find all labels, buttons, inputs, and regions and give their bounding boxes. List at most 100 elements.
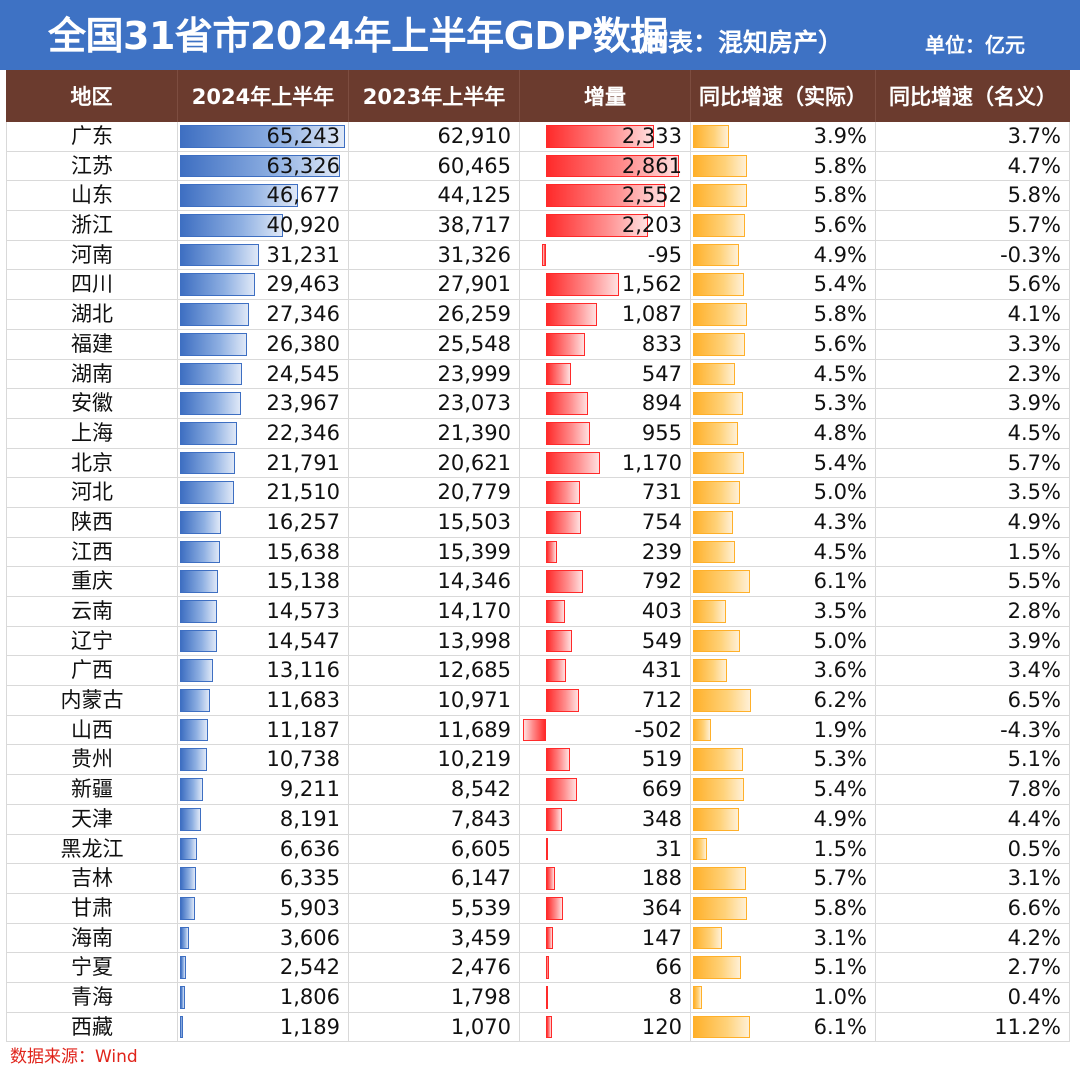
growth-bar: [693, 214, 746, 237]
table-row: 天津 8,191 7,843 348 4.9% 4.4%: [6, 804, 1070, 835]
value-increase: 147: [641, 925, 682, 950]
cell-increase: 547: [520, 359, 691, 389]
cell-real-growth: 5.3%: [691, 745, 876, 775]
value-real-growth: 3.6%: [813, 658, 867, 683]
value-h1-2023: 21,390: [437, 420, 511, 445]
cell-h1-2024: 8,191: [178, 804, 349, 834]
cell-real-growth: 5.8%: [691, 300, 876, 329]
growth-bar: [693, 362, 736, 386]
gdp-bar: [180, 896, 195, 920]
cell-h1-2024: 1,189: [178, 1012, 349, 1042]
value-h1-2024: 22,346: [266, 420, 340, 445]
value-increase: 549: [641, 628, 682, 653]
cell-region: 西藏: [6, 1012, 178, 1042]
cell-nominal-growth: 3.5%: [876, 478, 1070, 507]
cell-nominal-growth: 6.5%: [876, 686, 1070, 715]
value-h1-2023: 11,689: [437, 717, 511, 742]
value-real-growth: 5.6%: [813, 213, 867, 238]
cell-real-growth: 4.9%: [691, 240, 876, 270]
gdp-bar: [180, 184, 299, 208]
cell-real-growth: 3.5%: [691, 597, 876, 626]
cell-h1-2023: 62,910: [349, 122, 520, 151]
value-h1-2023: 14,170: [437, 599, 511, 623]
value-nominal-growth: 5.7%: [1007, 450, 1061, 475]
table-header: 地区 2024年上半年 2023年上半年 增量 同比增速（实际） 同比增速（名义…: [6, 70, 1070, 122]
growth-bar: [693, 896, 748, 920]
value-increase: -95: [647, 242, 682, 267]
gdp-bar: [180, 303, 250, 326]
value-increase: 1,087: [621, 302, 682, 327]
growth-bar: [693, 629, 740, 653]
cell-h1-2024: 40,920: [178, 211, 349, 240]
footer-divider: [6, 1041, 1070, 1042]
value-h1-2024: 5,903: [279, 895, 340, 920]
value-increase: 792: [641, 569, 682, 594]
cell-h1-2024: 21,510: [178, 478, 349, 507]
cell-increase: 2,861: [520, 151, 691, 181]
increase-bar: [546, 510, 582, 534]
increase-bar: [546, 570, 583, 593]
value-h1-2023: 20,779: [437, 480, 511, 505]
table-row: 云南 14,573 14,170 403 3.5% 2.8%: [6, 597, 1070, 627]
cell-real-growth: 5.7%: [691, 864, 876, 893]
value-h1-2024: 13,116: [266, 658, 340, 683]
value-h1-2024: 8,191: [279, 806, 340, 831]
value-real-growth: 5.8%: [813, 153, 867, 178]
gdp-bar: [180, 718, 209, 742]
cell-region: 山西: [6, 715, 178, 745]
growth-bar: [693, 985, 703, 1009]
growth-bar: [693, 184, 748, 208]
value-real-growth: 6.2%: [813, 688, 867, 713]
value-h1-2023: 8,542: [450, 777, 511, 802]
cell-real-growth: 3.1%: [691, 923, 876, 953]
value-h1-2024: 27,346: [266, 302, 340, 327]
growth-bar: [693, 837, 708, 861]
cell-nominal-growth: 3.7%: [876, 122, 1070, 151]
increase-bar: [546, 600, 565, 623]
value-h1-2023: 10,971: [437, 688, 511, 713]
cell-increase: -502: [520, 715, 691, 745]
cell-h1-2024: 26,380: [178, 329, 349, 359]
cell-region: 甘肃: [6, 893, 178, 923]
value-increase: 955: [641, 420, 682, 445]
value-h1-2023: 26,259: [437, 302, 511, 327]
value-increase: -502: [634, 717, 682, 742]
page-title: 全国31省市2024年上半年GDP数据: [48, 14, 668, 58]
value-h1-2023: 15,503: [437, 509, 511, 534]
value-h1-2023: 1,798: [450, 984, 511, 1009]
value-increase: 431: [641, 658, 682, 683]
value-nominal-growth: 3.5%: [1007, 480, 1061, 505]
value-h1-2023: 7,843: [450, 806, 511, 831]
growth-bar: [693, 154, 748, 178]
cell-h1-2023: 23,073: [349, 389, 520, 418]
value-real-growth: 1.0%: [813, 984, 867, 1009]
table-row: 江苏 63,326 60,465 2,861 5.8% 4.7%: [6, 151, 1070, 182]
cell-region: 辽宁: [6, 626, 178, 656]
unit-label: 单位：亿元: [925, 33, 1025, 57]
value-nominal-growth: -0.3%: [1000, 242, 1061, 267]
value-increase: 2,333: [621, 124, 682, 148]
value-nominal-growth: 11.2%: [994, 1014, 1061, 1039]
value-h1-2024: 23,967: [266, 391, 340, 416]
cell-real-growth: 4.5%: [691, 537, 876, 567]
cell-h1-2024: 11,187: [178, 715, 349, 745]
value-nominal-growth: 7.8%: [1007, 777, 1061, 802]
cell-increase: 754: [520, 507, 691, 537]
table-row: 甘肃 5,903 5,539 364 5.8% 6.6%: [6, 893, 1070, 924]
cell-h1-2023: 31,326: [349, 240, 520, 270]
cell-h1-2023: 14,346: [349, 567, 520, 596]
cell-h1-2023: 12,685: [349, 656, 520, 686]
cell-real-growth: 4.3%: [691, 507, 876, 537]
cell-nominal-growth: 1.5%: [876, 537, 1070, 567]
value-h1-2023: 6,605: [450, 836, 511, 861]
cell-increase: 147: [520, 923, 691, 953]
cell-region: 吉林: [6, 864, 178, 893]
value-nominal-growth: 0.4%: [1007, 984, 1061, 1009]
growth-bar: [693, 481, 740, 504]
table-row: 广西 13,116 12,685 431 3.6% 3.4%: [6, 656, 1070, 687]
gdp-bar: [180, 362, 243, 386]
cell-region: 广西: [6, 656, 178, 686]
gdp-bar: [180, 540, 220, 564]
cell-region: 宁夏: [6, 953, 178, 982]
growth-bar: [693, 926, 722, 950]
